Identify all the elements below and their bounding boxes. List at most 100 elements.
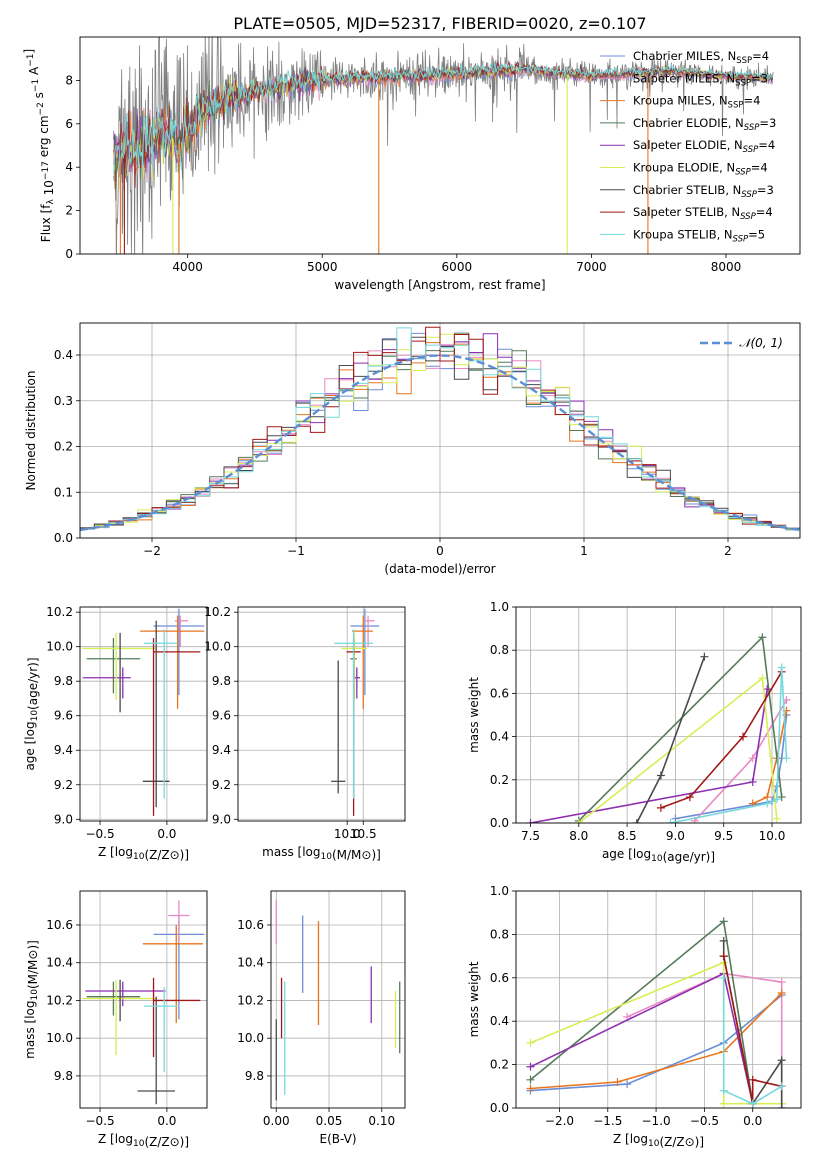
x-tick-label: 5000 (307, 260, 338, 274)
legend-label: Salpeter STELIB, NSSP=4 (633, 205, 773, 222)
x-tick-label: −1.0 (642, 1114, 671, 1128)
y-axis-label: mass weight (467, 961, 481, 1037)
y-tick-label: 10.0 (46, 1031, 73, 1045)
y-tick-label: 0.4 (490, 1014, 509, 1028)
x-tick-label: 2 (724, 544, 732, 558)
weight-marker-salpeter_elodie (763, 685, 772, 694)
legend-label: Kroupa ELODIE, NSSP=4 (633, 161, 768, 178)
y-tick-label: 0.2 (54, 440, 73, 454)
y-tick-label: 0.1 (54, 485, 73, 499)
y-tick-label: 9.2 (54, 778, 73, 792)
y-tick-label: 0.0 (490, 816, 509, 830)
y-tick-label: 10.0 (237, 1031, 264, 1045)
x-tick-label: 10.0 (334, 827, 361, 841)
weight-marker-kroupa_stelib (763, 799, 772, 808)
x-axis-label: Z [log10(Z/Z⊙)] (98, 1132, 189, 1149)
y-axis-label: age [log10(age/yr)] (23, 657, 40, 770)
weight-marker-chabrier_stelib (700, 652, 709, 661)
legend-label: Kroupa STELIB, NSSP=5 (633, 227, 765, 244)
x-axis-label: Z [log10(Z/Z⊙)] (613, 1132, 704, 1149)
x-axis-label: wavelength [Angstrom, rest frame] (334, 278, 545, 292)
weight-vs-age-panel: 7.5 8.0 8.5 9.0 9.5 10.0 0.0 0.2 0.4 0.6 0.8 1.0 age… (467, 600, 802, 864)
x-tick-label: −1 (287, 544, 305, 558)
x-axis-label: age [log10(age/yr)] (602, 847, 715, 864)
weight-line-chabrier_stelib (636, 656, 706, 823)
weight-marker-chabrier_stelib (719, 936, 728, 945)
legend-label: 𝒩(0, 1) (739, 336, 783, 350)
axes-frame (79, 606, 208, 822)
weight-marker-chabrier_stelib (656, 771, 665, 780)
plot-area (82, 608, 205, 816)
y-tick-label: 10.2 (46, 605, 73, 619)
axes-frame (515, 890, 802, 1109)
y-tick-label: 10.4 (46, 956, 73, 970)
y-axis-label: Flux [fλ 10−17 erg cm−2 s−1 A−1] (22, 49, 56, 242)
y-tick-label: 9.8 (54, 1069, 73, 1083)
y-tick-label: 0.6 (490, 686, 509, 700)
weight-marker-chabrier_elodie (758, 633, 767, 642)
weight-marker-kroupa_elodie (758, 674, 767, 683)
x-tick-label: 0.0 (743, 1114, 762, 1128)
y-tick-label: 0.6 (490, 971, 509, 985)
x-tick-label: −2 (143, 544, 161, 558)
weight-line-salpeter_stelib (722, 955, 782, 1104)
y-tick-label: 9.4 (54, 743, 73, 757)
normal-curve-line (80, 354, 800, 532)
mass-vs-Z-panel: −0.5 0.0 9.8 10.0 10.2 10.4 10.6 Z [log10(Z/Z⊙)… (23, 890, 208, 1149)
weight-marker-salpeter_stelib (656, 803, 665, 812)
x-tick-label: −1.5 (593, 1114, 622, 1128)
weight-marker-salpeter_elodie (526, 1062, 535, 1071)
y-tick-label: 4 (65, 160, 73, 174)
legend-label: Chabrier MILES, NSSP=4 (633, 49, 769, 66)
x-tick-label: 10.0 (759, 829, 786, 843)
x-tick-label: 8000 (711, 260, 742, 274)
weight-line-salpeter_stelib (660, 671, 783, 809)
x-tick-label: −0.5 (690, 1114, 719, 1128)
weight-marker-kroupa_stelib (748, 1099, 757, 1108)
x-tick-label: −0.5 (85, 827, 114, 841)
weight-marker-kroupa_elodie (772, 814, 781, 823)
weight-marker-kroupa_stelib (772, 795, 781, 804)
weight-marker-kroupa_stelib (666, 819, 675, 823)
x-tick-label: 0.10 (368, 1114, 395, 1128)
y-tick-label: 8 (65, 73, 73, 87)
plot-area (82, 900, 205, 1105)
y-tick-label: 0.2 (490, 1058, 509, 1072)
weight-line-salpeter_miles (626, 972, 783, 1104)
legend-label: Kroupa MILES, NSSP=4 (633, 94, 760, 111)
legend-label: Salpeter MILES, NSSP=3 (633, 71, 768, 88)
x-axis-label: mass [log10(M/M⊙)] (262, 845, 381, 862)
y-tick-label: 0.4 (54, 348, 73, 362)
x-tick-label: 8.0 (569, 829, 588, 843)
y-tick-label: 6 (65, 117, 73, 131)
y-tick-label: 9.8 (212, 674, 231, 688)
x-tick-label: 9.0 (666, 829, 685, 843)
weight-marker-chabrier_stelib (777, 1056, 786, 1065)
mass-vs-ebv-panel: 0.00 0.05 0.10 9.8 10.0 10.2 10.4 10.6 E(B-V) (237, 890, 406, 1146)
y-tick-label: 0.8 (490, 643, 509, 657)
x-tick-label: 0.0 (157, 1114, 176, 1128)
legend-label: Chabrier ELODIE, NSSP=3 (633, 116, 776, 133)
weight-line-salpeter_elodie (530, 972, 754, 1104)
y-tick-label: 9.6 (212, 709, 231, 723)
y-tick-label: 10.4 (237, 956, 264, 970)
y-tick-label: 1.0 (490, 884, 509, 898)
histogram-step-kroupa_stelib (80, 327, 800, 531)
axes-frame (270, 890, 406, 1109)
x-tick-label: 0 (436, 544, 444, 558)
x-axis-label: E(B-V) (319, 1132, 356, 1146)
weight-marker-chabrier_elodie (719, 917, 728, 926)
weight-line-chabrier_elodie (578, 635, 783, 822)
weight-marker-kroupa_stelib (719, 973, 728, 982)
y-tick-label: 0.0 (54, 531, 73, 545)
weight-line-salpeter_elodie (530, 688, 768, 823)
weight-marker-chabrier_elodie (526, 1075, 535, 1084)
x-tick-label: 7000 (576, 260, 607, 274)
y-tick-label: 0.4 (490, 730, 509, 744)
y-tick-label: 0.0 (490, 1101, 509, 1115)
weight-marker-salpeter_stelib (685, 793, 694, 802)
weight-marker-salpeter_miles (777, 978, 786, 987)
axes-frame (515, 606, 802, 824)
weight-marker-salpeter_elodie (748, 777, 757, 786)
